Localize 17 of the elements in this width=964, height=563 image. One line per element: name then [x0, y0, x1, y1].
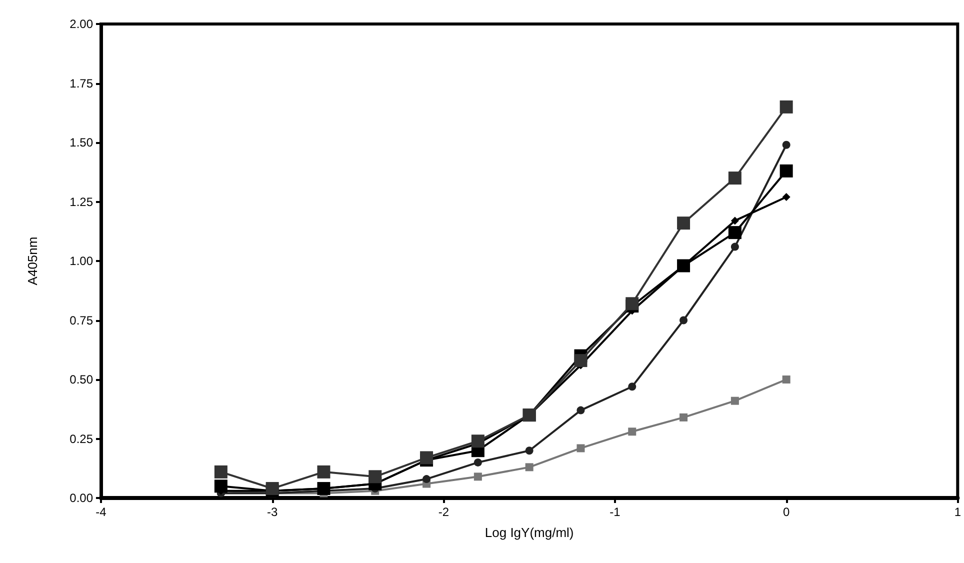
y-tick-label: 0.00 [70, 491, 94, 505]
x-axis-title: Log IgY(mg/ml) [484, 525, 574, 540]
y-tick-label: 2.00 [70, 17, 94, 31]
x-tick-label: -3 [266, 505, 278, 519]
y-tick-label: 1.75 [70, 76, 94, 90]
x-tick-label: -4 [96, 505, 107, 519]
x-tick-label: -2 [438, 505, 450, 519]
x-tick-label: 0 [782, 505, 790, 519]
x-tick-label: -1 [610, 505, 621, 519]
y-tick-label: 0.75 [70, 313, 94, 328]
y-axis-title: A405nm [25, 236, 40, 286]
y-tick-label: 0.25 [70, 432, 94, 446]
y-tick-label: 1.25 [70, 194, 94, 209]
y-tick-label: 1.00 [70, 254, 94, 268]
x-tick-label: 1 [954, 505, 962, 519]
y-tick-label: 1.50 [70, 136, 94, 150]
y-tick-label: 0.50 [70, 372, 94, 386]
